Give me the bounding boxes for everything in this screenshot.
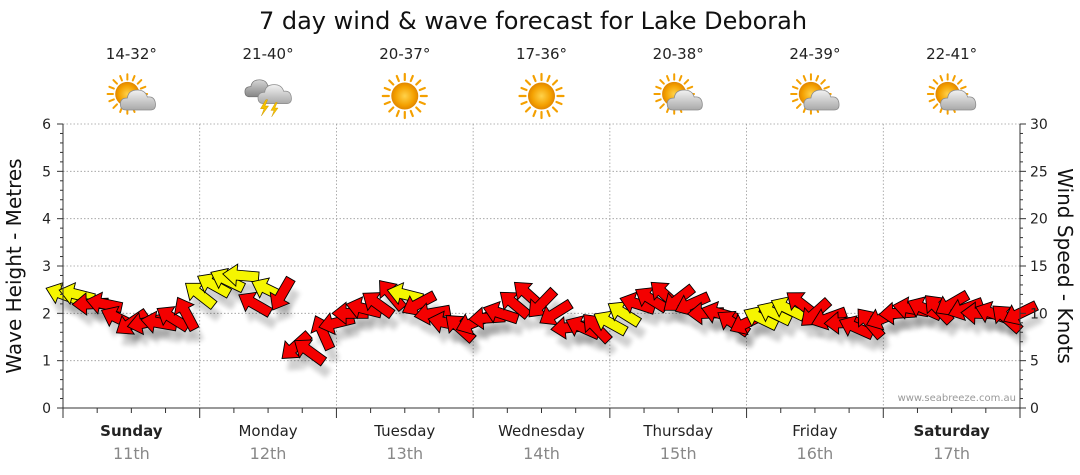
sun-cloud-icon bbox=[926, 73, 977, 115]
wind-arrow-shadow bbox=[202, 285, 237, 311]
day-labels: Sunday 11th Monday 12th Tuesday 13th Wednesday… bbox=[100, 422, 990, 463]
wind-arrow-shadow bbox=[145, 323, 183, 345]
weather-icons-row bbox=[106, 72, 977, 120]
sun-icon bbox=[381, 72, 428, 120]
left-tick-label: 1 bbox=[42, 354, 51, 370]
temperature-label: 17-36° bbox=[516, 45, 567, 63]
right-axis-ticks: 0 5 10 15 20 25 30 bbox=[1030, 117, 1048, 417]
day-name-label: Thursday bbox=[642, 422, 713, 440]
wind-arrow-yellow bbox=[607, 301, 643, 328]
wind-arrow-yellow bbox=[197, 272, 233, 299]
temperature-label: 22-41° bbox=[926, 45, 977, 63]
wind-arrow-shadow bbox=[275, 288, 301, 322]
day-date-label: 14th bbox=[523, 444, 560, 463]
day-date-label: 11th bbox=[113, 444, 150, 463]
left-tick-label: 4 bbox=[42, 212, 51, 228]
wind-arrow-yellow bbox=[222, 263, 260, 288]
day-date-label: 15th bbox=[660, 444, 697, 463]
day-name-label: Friday bbox=[792, 422, 838, 440]
right-tick-label: 15 bbox=[1030, 259, 1048, 275]
wind-arrow-yellow bbox=[593, 310, 629, 337]
left-tick-label: 5 bbox=[42, 164, 51, 180]
wind-arrow-red bbox=[173, 296, 200, 333]
wind-arrow-shadow bbox=[613, 313, 647, 340]
temperature-label: 21-40° bbox=[243, 45, 294, 63]
wind-arrows bbox=[45, 263, 1039, 367]
plot-axes bbox=[57, 123, 1026, 418]
wind-arrow-red bbox=[499, 291, 532, 320]
temperature-label: 14-32° bbox=[106, 45, 157, 63]
wind-arrow-red bbox=[528, 286, 559, 318]
chart-title: 7 day wind & wave forecast for Lake Debo… bbox=[259, 7, 807, 35]
sun-cloud-icon bbox=[106, 73, 156, 115]
left-tick-label: 3 bbox=[42, 259, 51, 275]
wind-arrow-red bbox=[293, 339, 328, 367]
wind-arrow-yellow bbox=[210, 267, 247, 294]
wind-arrow-red bbox=[362, 292, 396, 320]
right-tick-label: 20 bbox=[1030, 212, 1048, 228]
left-tick-label: 0 bbox=[42, 401, 51, 417]
wind-arrow-red bbox=[539, 298, 574, 326]
day-date-label: 16th bbox=[797, 444, 834, 463]
plot-grid bbox=[63, 123, 1020, 408]
right-axis-label: Wind Speed - Knots bbox=[1053, 168, 1077, 364]
wind-arrow-shadow bbox=[571, 327, 606, 352]
day-name-label: Saturday bbox=[913, 422, 990, 440]
day-name-label: Sunday bbox=[100, 422, 163, 440]
sun-cloud-icon bbox=[653, 73, 703, 115]
temperature-label: 24-39° bbox=[789, 45, 840, 63]
wind-arrow-yellow bbox=[386, 281, 425, 306]
temperature-label: 20-38° bbox=[653, 45, 704, 63]
day-date-label: 13th bbox=[386, 444, 423, 463]
credit-text: www.seabreeze.com.au bbox=[898, 393, 1016, 404]
right-tick-label: 5 bbox=[1030, 354, 1039, 370]
wind-arrow-yellow bbox=[184, 282, 218, 311]
wind-arrow-red bbox=[401, 290, 438, 317]
temperature-label: 20-37° bbox=[379, 45, 430, 63]
right-tick-label: 30 bbox=[1030, 117, 1048, 133]
wind-arrow-red bbox=[269, 275, 296, 311]
thunderstorm-icon bbox=[244, 79, 292, 118]
wind-arrow-shadow bbox=[190, 295, 222, 322]
left-tick-label: 6 bbox=[42, 117, 51, 133]
day-name-label: Tuesday bbox=[373, 422, 435, 440]
left-axis-label: Wave Height - Metres bbox=[2, 158, 26, 373]
right-tick-label: 10 bbox=[1030, 306, 1048, 322]
temperature-row: 14-32° 21-40° 20-37° 17-36° 20-38° 24-39° 22-4… bbox=[106, 45, 977, 63]
wind-arrow-shadow bbox=[844, 327, 880, 352]
wind-arrow-shadow bbox=[749, 318, 784, 343]
wind-arrow-shadow bbox=[599, 323, 634, 348]
left-tick-label: 2 bbox=[42, 306, 51, 322]
day-date-label: 12th bbox=[250, 444, 287, 463]
right-tick-label: 0 bbox=[1030, 401, 1039, 417]
right-tick-label: 25 bbox=[1030, 164, 1048, 180]
wind-arrow-red bbox=[583, 314, 613, 345]
sun-cloud-icon bbox=[790, 73, 840, 115]
left-axis-ticks: 0 1 2 3 4 5 6 bbox=[42, 117, 51, 417]
wind-arrow-red bbox=[238, 291, 274, 318]
wind-arrow-shadow bbox=[243, 304, 278, 330]
day-name-label: Monday bbox=[238, 422, 297, 440]
wind-arrow-shadow bbox=[299, 351, 332, 378]
wind-arrow-red bbox=[482, 300, 520, 325]
wind-arrow-shadow bbox=[505, 304, 537, 332]
day-date-label: 17th bbox=[933, 444, 970, 463]
sun-icon bbox=[518, 72, 565, 120]
day-name-label: Wednesday bbox=[498, 422, 585, 440]
